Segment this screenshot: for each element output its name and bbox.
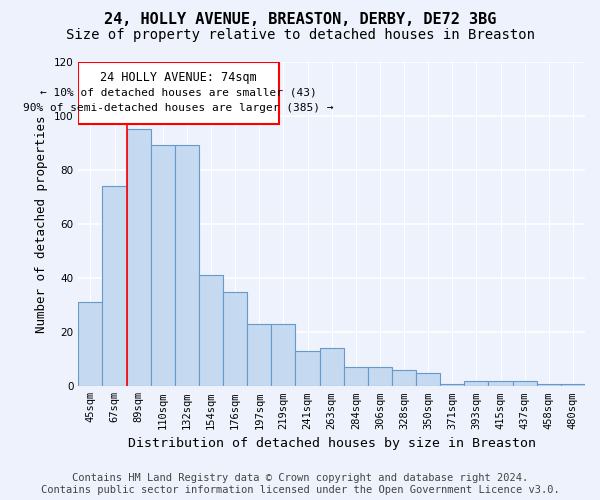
Bar xyxy=(271,324,295,386)
Bar xyxy=(561,384,585,386)
Bar xyxy=(440,384,464,386)
Bar xyxy=(537,384,561,386)
Text: 90% of semi-detached houses are larger (385) →: 90% of semi-detached houses are larger (… xyxy=(23,104,334,114)
Text: Size of property relative to detached houses in Breaston: Size of property relative to detached ho… xyxy=(65,28,535,42)
Bar xyxy=(295,351,320,386)
Bar xyxy=(247,324,271,386)
Bar xyxy=(103,186,127,386)
Bar xyxy=(320,348,344,387)
Bar xyxy=(151,146,175,386)
Bar xyxy=(127,129,151,386)
Bar xyxy=(512,381,537,386)
Bar xyxy=(488,381,512,386)
Bar xyxy=(464,381,488,386)
Text: 24, HOLLY AVENUE, BREASTON, DERBY, DE72 3BG: 24, HOLLY AVENUE, BREASTON, DERBY, DE72 … xyxy=(104,12,496,28)
Bar xyxy=(199,276,223,386)
Text: 24 HOLLY AVENUE: 74sqm: 24 HOLLY AVENUE: 74sqm xyxy=(100,71,257,84)
Bar xyxy=(368,368,392,386)
Bar xyxy=(392,370,416,386)
Bar xyxy=(79,302,103,386)
Bar xyxy=(223,292,247,386)
Bar xyxy=(175,146,199,386)
X-axis label: Distribution of detached houses by size in Breaston: Distribution of detached houses by size … xyxy=(128,437,536,450)
FancyBboxPatch shape xyxy=(79,62,278,124)
Text: Contains HM Land Registry data © Crown copyright and database right 2024.
Contai: Contains HM Land Registry data © Crown c… xyxy=(41,474,559,495)
Y-axis label: Number of detached properties: Number of detached properties xyxy=(35,115,48,332)
Text: ← 10% of detached houses are smaller (43): ← 10% of detached houses are smaller (43… xyxy=(40,87,317,97)
Bar xyxy=(344,368,368,386)
Bar xyxy=(416,373,440,386)
